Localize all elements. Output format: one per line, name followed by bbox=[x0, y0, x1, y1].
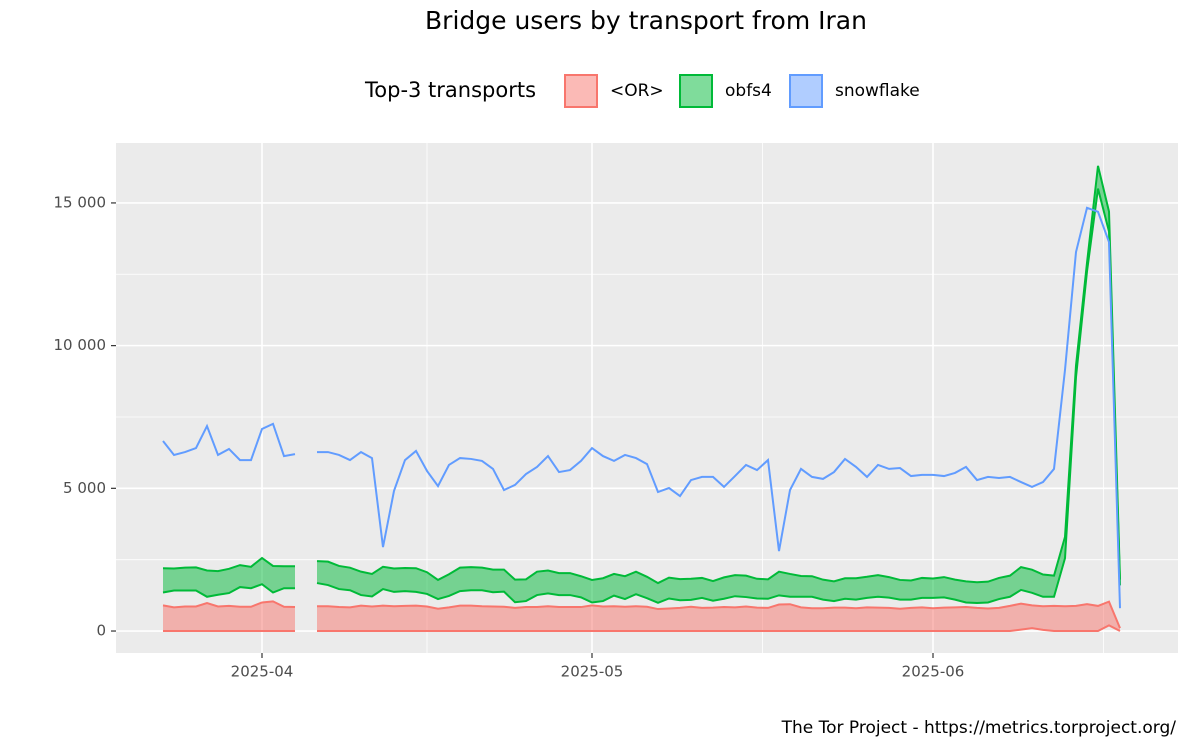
caption: The Tor Project - https://metrics.torpro… bbox=[781, 718, 1177, 738]
band-high-line bbox=[162, 422, 296, 462]
band-high-line bbox=[317, 600, 1121, 629]
y-tick-label: 5 000 bbox=[63, 479, 106, 497]
band-high-line bbox=[316, 165, 1121, 585]
legend-title: Top-3 transports bbox=[364, 78, 536, 102]
area-band bbox=[163, 601, 295, 632]
band-low-line bbox=[317, 624, 1121, 633]
y-tick-label: 15 000 bbox=[54, 193, 107, 211]
y-tick-label: 10 000 bbox=[54, 336, 107, 354]
band-high-line bbox=[317, 206, 1121, 609]
legend-key bbox=[679, 74, 713, 108]
x-tick-label: 2025-05 bbox=[561, 663, 624, 681]
chart-title: Bridge users by transport from Iran bbox=[425, 6, 867, 35]
legend-label: snowflake bbox=[835, 81, 920, 101]
x-tick-label: 2025-04 bbox=[231, 663, 294, 681]
legend-key bbox=[789, 74, 823, 108]
legend-label: obfs4 bbox=[725, 81, 772, 101]
legend-key bbox=[564, 74, 598, 108]
area-band bbox=[317, 601, 1120, 632]
legend-label: <OR> bbox=[610, 81, 664, 101]
x-tick-label: 2025-06 bbox=[902, 663, 965, 681]
band-low-line bbox=[162, 583, 295, 598]
band-low-line bbox=[316, 188, 1121, 605]
y-tick-label: 0 bbox=[96, 622, 106, 640]
band-high-line bbox=[162, 556, 295, 573]
band-high-line bbox=[162, 600, 296, 609]
